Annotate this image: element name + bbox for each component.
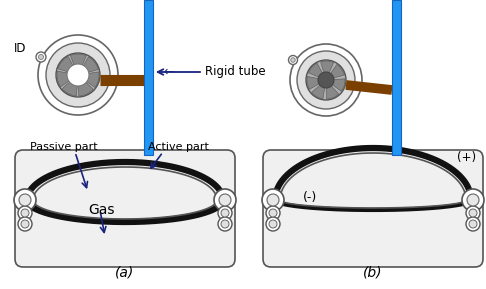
Circle shape [469,220,477,228]
Circle shape [218,217,232,231]
Circle shape [469,209,477,217]
Wedge shape [326,79,345,91]
Text: ID: ID [14,42,27,55]
Wedge shape [70,54,87,75]
Wedge shape [312,80,326,99]
Wedge shape [62,75,78,96]
Text: Gas: Gas [88,203,115,217]
Circle shape [18,217,32,231]
FancyBboxPatch shape [263,150,483,267]
Wedge shape [57,71,78,87]
Circle shape [306,60,346,100]
Wedge shape [321,61,333,80]
Circle shape [462,189,484,211]
Text: Passive part: Passive part [30,142,98,152]
Wedge shape [309,63,326,80]
Circle shape [291,58,295,62]
Wedge shape [78,57,98,75]
Wedge shape [326,64,345,80]
Circle shape [21,220,29,228]
Circle shape [36,52,46,62]
Circle shape [289,55,297,64]
Wedge shape [78,72,99,88]
Text: ←: ← [163,66,174,79]
Text: Rigid tube: Rigid tube [205,66,266,79]
Circle shape [318,72,334,88]
FancyBboxPatch shape [15,150,235,267]
Circle shape [219,194,231,206]
Circle shape [46,43,110,107]
Wedge shape [58,56,78,75]
Circle shape [14,189,36,211]
Circle shape [269,220,277,228]
Wedge shape [307,77,326,89]
Circle shape [290,44,362,116]
Circle shape [38,55,44,60]
Wedge shape [326,80,339,99]
Circle shape [214,189,236,211]
Circle shape [67,64,89,86]
Circle shape [221,220,229,228]
Circle shape [221,209,229,217]
Circle shape [218,206,232,220]
Bar [392,0,401,155]
Circle shape [269,209,277,217]
Circle shape [466,206,480,220]
Circle shape [266,206,280,220]
Circle shape [466,217,480,231]
Circle shape [18,206,32,220]
Text: (+): (+) [457,151,476,164]
Text: (a): (a) [115,266,135,280]
Circle shape [56,53,100,97]
Circle shape [19,194,31,206]
Circle shape [297,51,355,109]
Circle shape [38,35,118,115]
Circle shape [467,194,479,206]
Circle shape [266,217,280,231]
Circle shape [267,194,279,206]
Text: (-): (-) [303,192,317,205]
Bar [144,0,153,155]
Text: (b): (b) [363,266,383,280]
Circle shape [262,189,284,211]
Text: Active part: Active part [148,142,209,152]
Circle shape [21,209,29,217]
Wedge shape [78,75,93,96]
